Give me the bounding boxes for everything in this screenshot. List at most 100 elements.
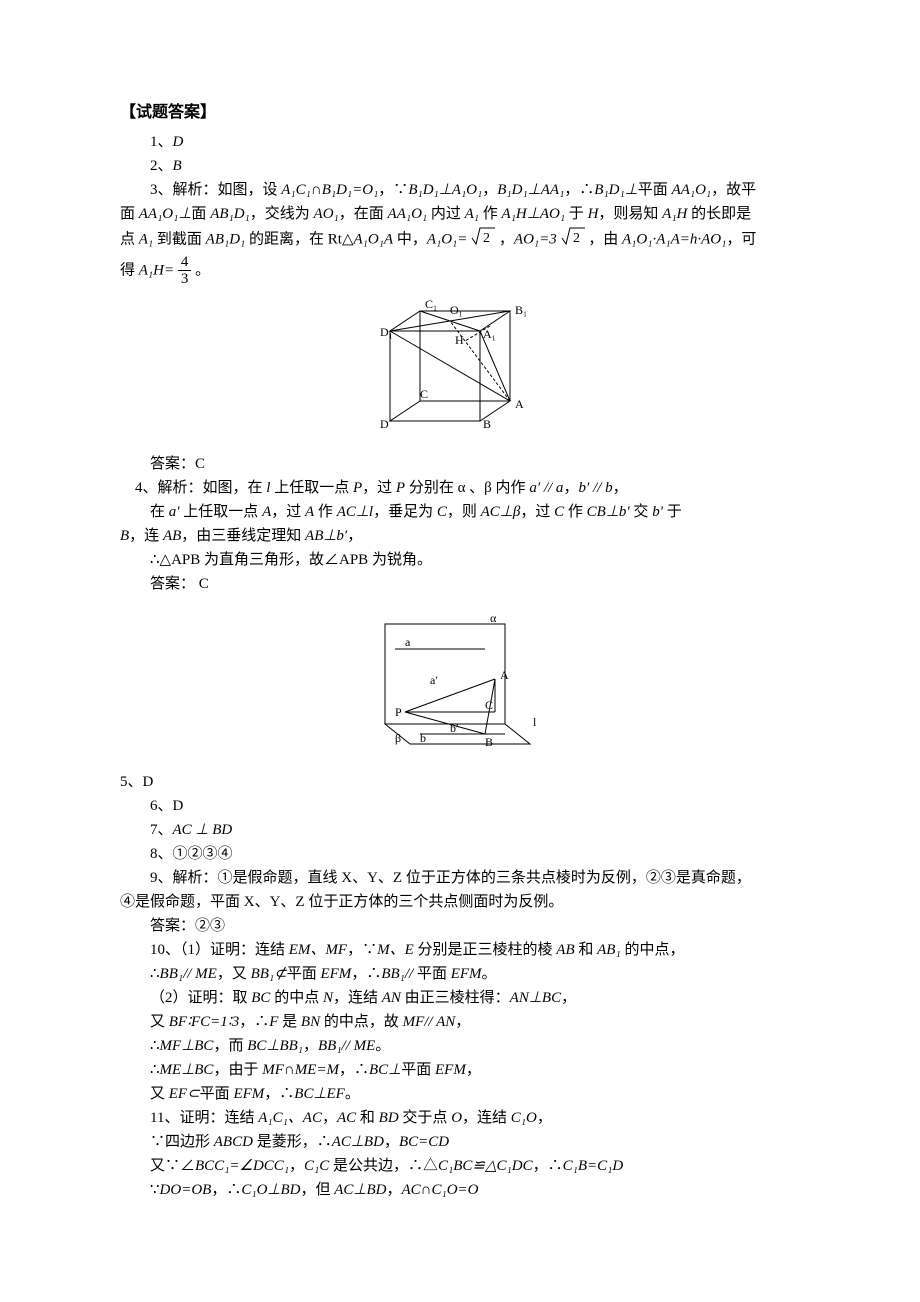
t: 平面 [413,966,451,982]
dihedral-diagram: α a a′ A P C l β b b′ B [365,604,555,754]
t: 3、解析：如图，设 [150,182,281,198]
t: BF∶FC=1∶3 [169,1014,239,1030]
svg-text:P: P [395,705,402,719]
t: ，∵ [347,942,377,958]
t: BC=CD [399,1134,449,1150]
answer-10-l7: 又 EF⊂平面 EFM，∴BC⊥EF。 [120,1082,800,1106]
t: C₁O [511,1110,537,1126]
t: 平面 [287,966,321,982]
t: ，则易知 [598,206,662,222]
t: BC⊥ [369,1062,401,1078]
t: ， [563,480,578,496]
t: ，过 [271,504,305,520]
document-page: 【试题答案】 1、D 2、B 3、解析：如图，设 A₁C₁∩B₁D₁=O₁，∵B… [0,0,920,1262]
t: ， [386,1182,401,1198]
t: 是 [278,1014,301,1030]
svg-text:C: C [420,387,428,401]
t: AC [337,1110,356,1126]
t: ∴ [150,1038,160,1054]
t: ， [561,990,576,1006]
svg-text:A: A [500,668,509,682]
t: B₁D₁⊥ [594,182,638,198]
t: 11、证明：连结 [150,1110,258,1126]
t: b′ // b [578,480,612,496]
svg-text:C: C [485,698,493,712]
t: EFM [451,966,482,982]
numerator: 4 [178,254,192,272]
t: 作 [314,504,337,520]
q1-val: D [173,134,184,150]
t: 的中点，故 [320,1014,403,1030]
fraction: 43 [178,254,192,288]
svg-text:B: B [485,735,493,749]
t: A₁H [662,206,687,222]
t: ，可 [726,231,756,247]
t: 上任取一点 [180,504,263,520]
t: BB₁// [381,966,413,982]
svg-text:B₁: B₁ [515,303,527,317]
t: ABCD [214,1134,253,1150]
answer-4-line1: 4、解析：如图，在 l 上任取一点 P，过 P 分别在 α 、β 内作 a′ /… [120,476,800,500]
t: C [554,504,564,520]
t: 4、解析：如图，在 [135,480,266,496]
t: MF// AN [403,1014,456,1030]
t: ，交线为 [250,206,314,222]
t: a′ [169,504,180,520]
t: EFM [233,1086,264,1102]
answer-3-line4: 得 A₁H= 43 。 [120,254,800,288]
answer-3-line3: 点 A₁ 到截面 AB₁D₁ 的距离，在 Rt△A₁O₁A 中，A₁O₁= 2 … [120,226,800,254]
t: AC⊥BD [334,1182,386,1198]
q1-num: 1、 [150,134,173,150]
t: ，∴ [533,1158,563,1174]
answer-9-line3: 答案：②③ [120,914,800,938]
t: EFM [435,1062,466,1078]
t: BC⊥BB₁ [247,1038,303,1054]
t: AO₁=3 [514,231,557,247]
t: AA₁O₁ [388,206,428,222]
t: ，过 [362,480,396,496]
t: AN [382,990,401,1006]
t: ，∴ [211,1182,241,1198]
t: A₁O₁A [353,231,393,247]
svg-text:C₁: C₁ [425,297,437,311]
answer-10-l5: ∴MF⊥BC，而 BC⊥BB₁，BB₁// ME。 [120,1034,800,1058]
t: A₁O₁·A₁A=h·AO₁ [622,231,726,247]
svg-text:B: B [483,417,491,431]
t: ，在面 [339,206,388,222]
t: 交 [630,504,653,520]
answer-9-line2: ④是假命题，平面 X、Y、Z 位于正方体的三个共点侧面时为反例。 [120,890,800,914]
t: 得 [120,262,139,278]
t: AB [556,942,574,958]
svg-text:a′: a′ [430,673,438,687]
t: BN [301,1014,320,1030]
answer-5: 5、D [120,770,800,794]
answer-4-line2: 在 a′ 上任取一点 A，过 A 作 AC⊥l，垂足为 C，则 AC⊥β，过 C… [120,500,800,524]
t: B₁D₁⊥A₁O₁ [408,182,482,198]
t: ，故平 [711,182,756,198]
svg-text:D₁: D₁ [380,325,393,339]
t: EFM [320,966,351,982]
t: AB⊥b′ [305,528,347,544]
t: BCC₁=∠DCC₁ [195,1158,289,1174]
answer-4-line4: ∴△APB 为直角三角形，故∠APB 为锐角。 [120,548,800,572]
t: ， [613,480,628,496]
t: 的距离，在 Rt△ [245,231,353,247]
answer-11-l4: ∵DO=OB，∴C₁O⊥BD，但 AC⊥BD，AC∩C₁O=O [120,1178,800,1202]
t: ∵四边形 [150,1134,214,1150]
t: ， [466,1062,481,1078]
t: ，连 [129,528,163,544]
t: ， [482,182,497,198]
t: ，由三垂线定理知 [181,528,305,544]
t: 分别在 α 、β 内作 [405,480,529,496]
t: ， [384,1134,399,1150]
t: 。 [375,1038,390,1054]
answer-3-line2: 面 AA₁O₁⊥面 AB₁D₁，交线为 AO₁，在面 AA₁O₁ 内过 A₁ 作… [120,202,800,226]
t: （2）证明：取 [150,990,251,1006]
svg-text:β: β [395,731,401,745]
t: ，∴ [351,966,381,982]
svg-text:l: l [533,715,537,729]
t: BD [379,1110,399,1126]
t: A₁ [465,206,479,222]
t: BB₁// ME [318,1038,375,1054]
t: A [262,504,271,520]
